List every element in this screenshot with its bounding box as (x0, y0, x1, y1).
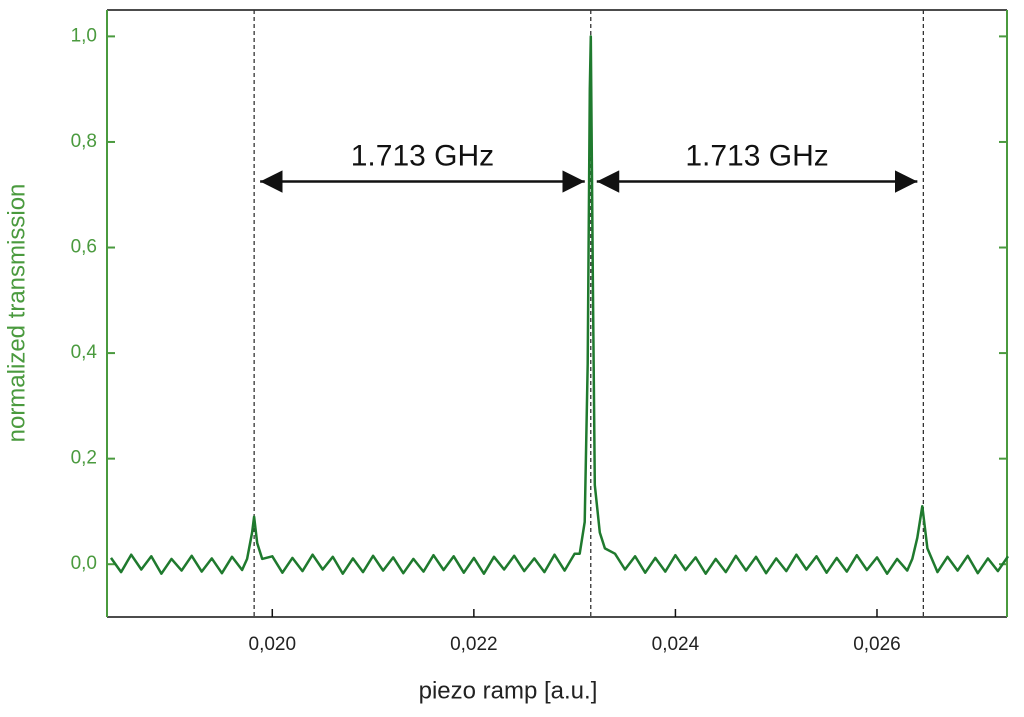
annotation-label: 1.713 GHz (685, 139, 828, 172)
x-axis-title: piezo ramp [a.u.] (419, 677, 598, 704)
y-axis-title: normalized transmission (3, 184, 30, 443)
x-tick-label: 0,020 (249, 634, 297, 655)
y-tick-label: 0,0 (71, 553, 97, 574)
transmission-line (109, 35, 1010, 575)
x-tick-label: 0,022 (450, 634, 498, 655)
y-tick-label: 0,6 (71, 237, 97, 258)
y-tick-label: 0,8 (71, 131, 97, 152)
x-tick-label: 0,024 (652, 634, 700, 655)
y-tick-label: 1,0 (71, 25, 97, 46)
y-tick-label: 0,4 (71, 342, 98, 363)
y-tick-label: 0,2 (71, 448, 97, 469)
annotation-label: 1.713 GHz (351, 139, 494, 172)
x-tick-label: 0,026 (853, 634, 901, 655)
